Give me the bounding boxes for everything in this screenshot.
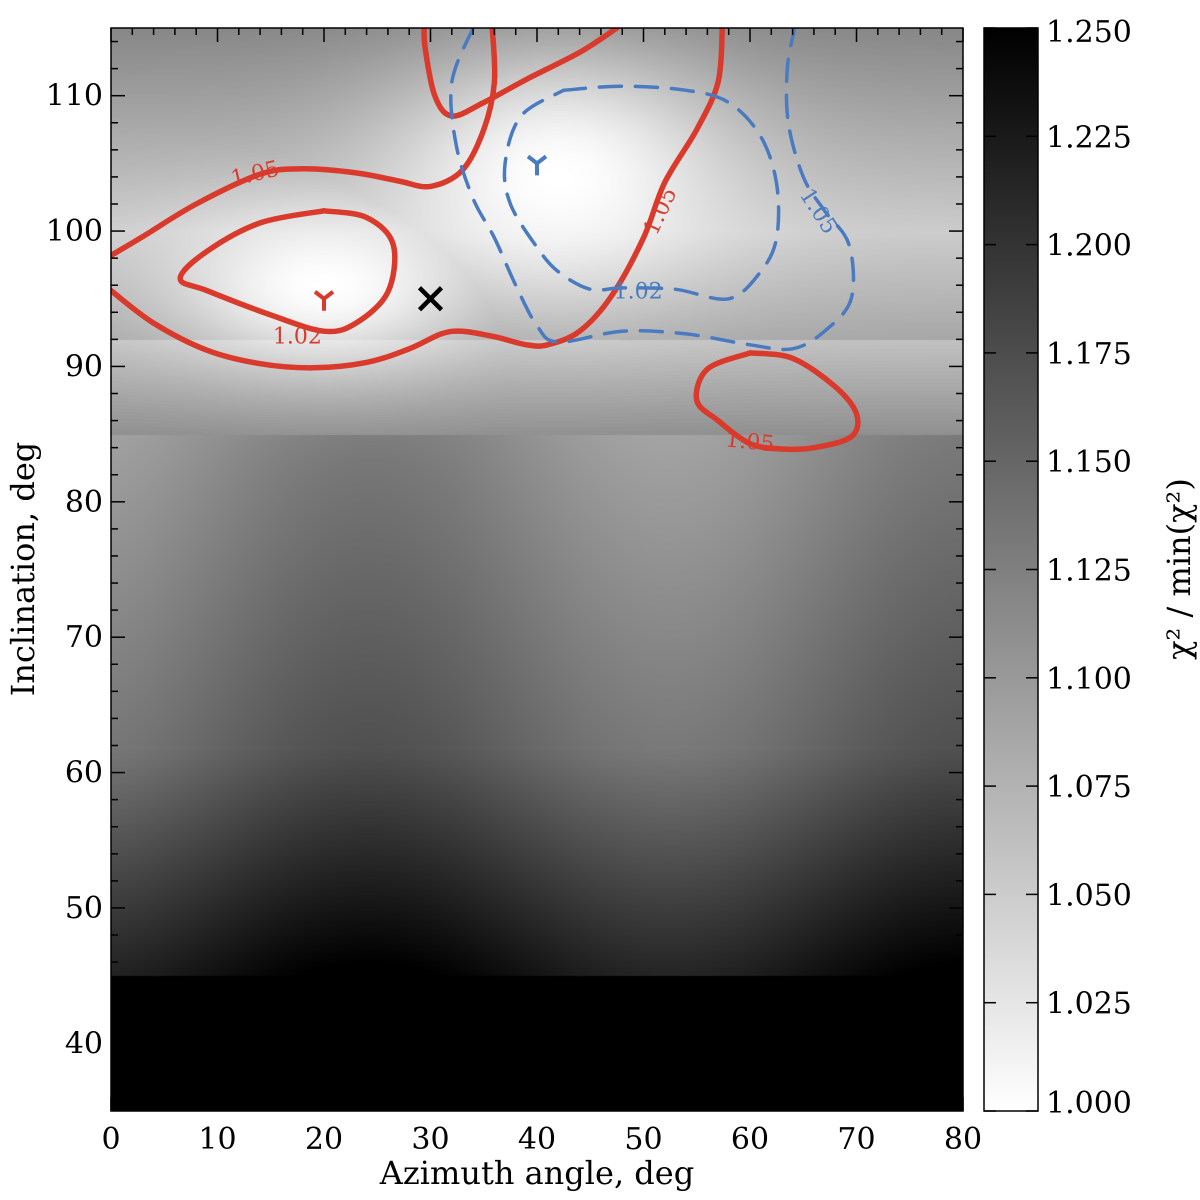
y-tick-label: 50: [65, 891, 103, 926]
x-tick-label: 10: [198, 1122, 236, 1157]
plot-ticks: [110, 28, 964, 1111]
x-tick-label: 60: [731, 1122, 769, 1157]
y-tick-label: 40: [65, 1026, 103, 1061]
colorbar-tick-label: 1.175: [1046, 337, 1132, 372]
colorbar-tick-label: 1.225: [1046, 120, 1132, 155]
x-tick-label: 50: [624, 1122, 662, 1157]
markers: [313, 154, 548, 312]
x-tick-label: 40: [518, 1122, 556, 1157]
colorbar-tick-label: 1.025: [1046, 987, 1132, 1022]
colorbar-tick-label: 1.100: [1046, 662, 1132, 697]
best-fit-x-marker: [417, 286, 444, 312]
colorbar-tick-label: 1.250: [1046, 15, 1132, 50]
contour-label-red-3: 1.05: [724, 427, 775, 457]
contour-lines: [111, 28, 861, 453]
y-tick-label: 80: [65, 485, 103, 520]
colorbar-tick-label: 1.125: [1046, 554, 1132, 589]
minimum-tri-marker-0: [313, 290, 335, 311]
contour-line-red-3: [693, 350, 861, 453]
colorbar-tick-label: 1.000: [1046, 1086, 1132, 1121]
y-tick-label: 90: [65, 349, 103, 384]
y-axis-label: Inclination, deg: [4, 442, 42, 697]
contour-line-red-1: [111, 28, 726, 371]
x-tick-label: 0: [101, 1122, 120, 1157]
minimum-tri-marker-1: [526, 154, 548, 176]
y-tick-label: 60: [65, 756, 103, 791]
contour-line-blue-1: [502, 84, 781, 302]
colorbar-ticks: [984, 27, 1038, 1112]
y-tick-label: 110: [46, 79, 103, 114]
colorbar-tick-labels: 1.000 1.025 1.050 1.075 1.100 1.125 1.150 1.175…: [1046, 15, 1132, 1121]
y-tick-label: 100: [46, 214, 103, 249]
contour-line-blue-0: [449, 28, 856, 352]
colorbar-tick-label: 1.200: [1046, 229, 1132, 264]
x-tick-label: 30: [411, 1122, 449, 1157]
x-tick-label: 20: [305, 1122, 343, 1157]
y-tick-label: 70: [65, 620, 103, 655]
colorbar-tick-label: 1.050: [1046, 878, 1132, 913]
contour-line-red-2: [177, 208, 398, 335]
contour-label-red-1: 1.02: [273, 324, 322, 349]
x-tick-label: 80: [944, 1122, 982, 1157]
contour-line-red-0: [111, 28, 498, 259]
x-tick-label: 70: [837, 1122, 875, 1157]
colorbar-label: χ² / min(χ²): [1160, 478, 1198, 660]
contour-label-blue-0: 1.02: [614, 280, 663, 305]
plot-tick-labels: 0 10 20 30 40 50 60 70 80 40 50 60 70 80 90 100 110: [46, 79, 982, 1157]
colorbar-tick-label: 1.150: [1046, 445, 1132, 480]
contour-line-red-4: [421, 28, 620, 119]
colorbar-tick-label: 1.075: [1046, 770, 1132, 805]
x-axis-label: Azimuth angle, deg: [379, 1154, 694, 1192]
